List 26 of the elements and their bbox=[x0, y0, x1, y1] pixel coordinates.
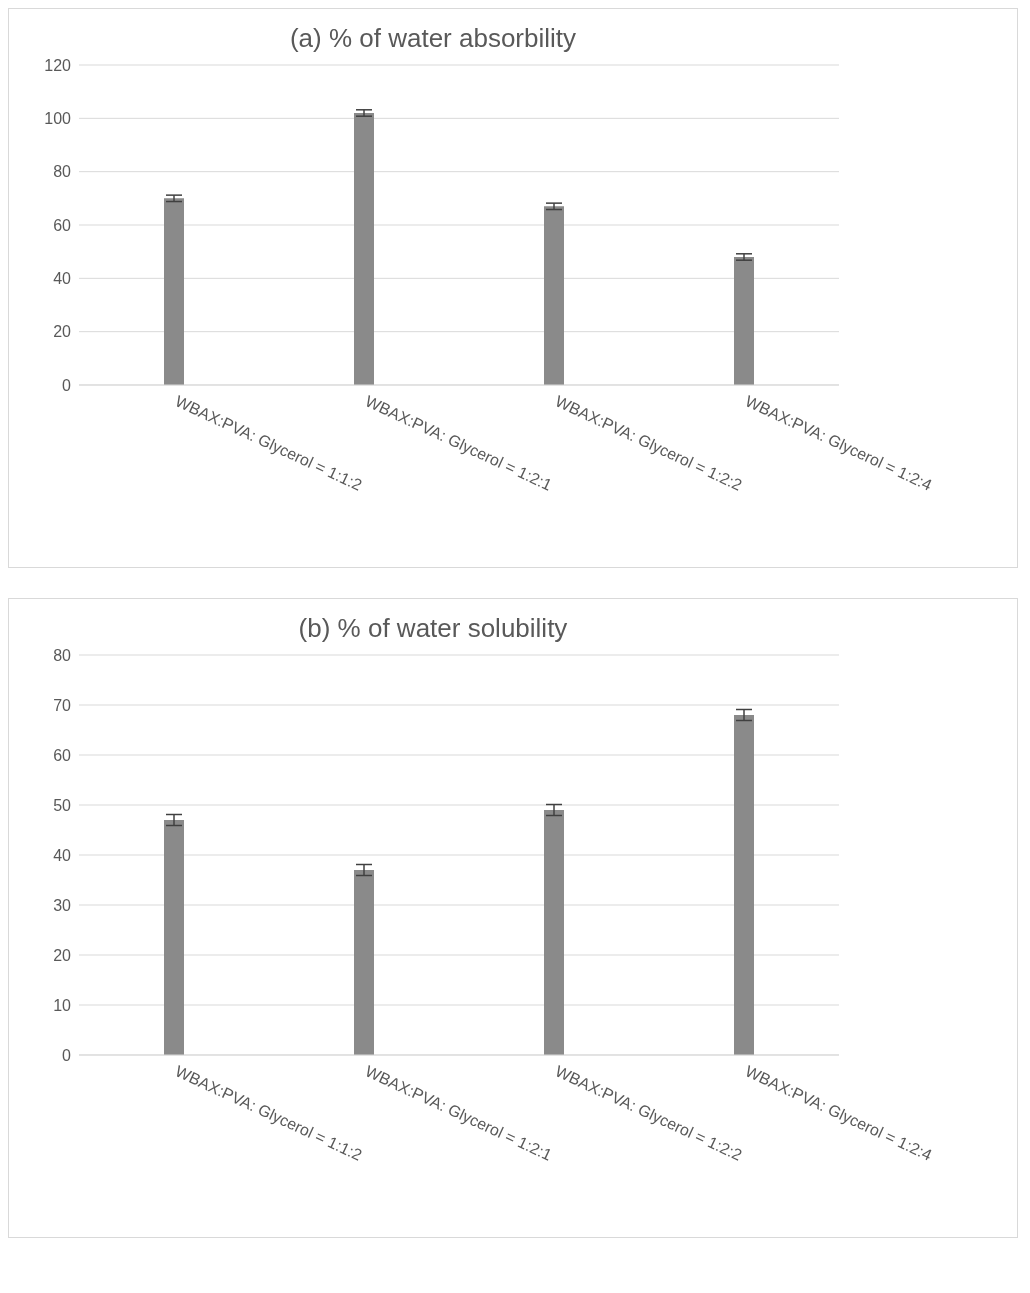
bar bbox=[734, 257, 754, 385]
y-tick-label: 80 bbox=[53, 646, 72, 664]
y-tick-label: 40 bbox=[53, 846, 72, 864]
bar bbox=[354, 113, 374, 385]
y-tick-label: 60 bbox=[53, 216, 72, 234]
y-tick-label: 120 bbox=[44, 56, 72, 74]
y-tick-label: 80 bbox=[53, 163, 72, 181]
y-tick-label: 30 bbox=[53, 896, 72, 914]
bar bbox=[544, 810, 564, 1055]
chart-title: (b) % of water solubility bbox=[297, 612, 569, 645]
y-tick-label: 40 bbox=[53, 270, 72, 288]
y-tick-label: 10 bbox=[53, 996, 72, 1014]
y-tick-label: 0 bbox=[62, 1046, 72, 1064]
bar bbox=[164, 820, 184, 1055]
y-tick-label: 60 bbox=[53, 746, 72, 764]
bar bbox=[354, 870, 374, 1055]
y-tick-label: 20 bbox=[53, 323, 72, 341]
y-tick-label: 0 bbox=[62, 376, 72, 394]
bar bbox=[164, 198, 184, 385]
bar bbox=[544, 206, 564, 385]
chart-title: (a) % of water absorbility bbox=[288, 22, 578, 55]
y-tick-label: 70 bbox=[53, 696, 72, 714]
bar bbox=[734, 715, 754, 1055]
y-tick-label: 20 bbox=[53, 946, 72, 964]
y-tick-label: 100 bbox=[44, 110, 72, 128]
y-tick-label: 50 bbox=[53, 796, 72, 814]
